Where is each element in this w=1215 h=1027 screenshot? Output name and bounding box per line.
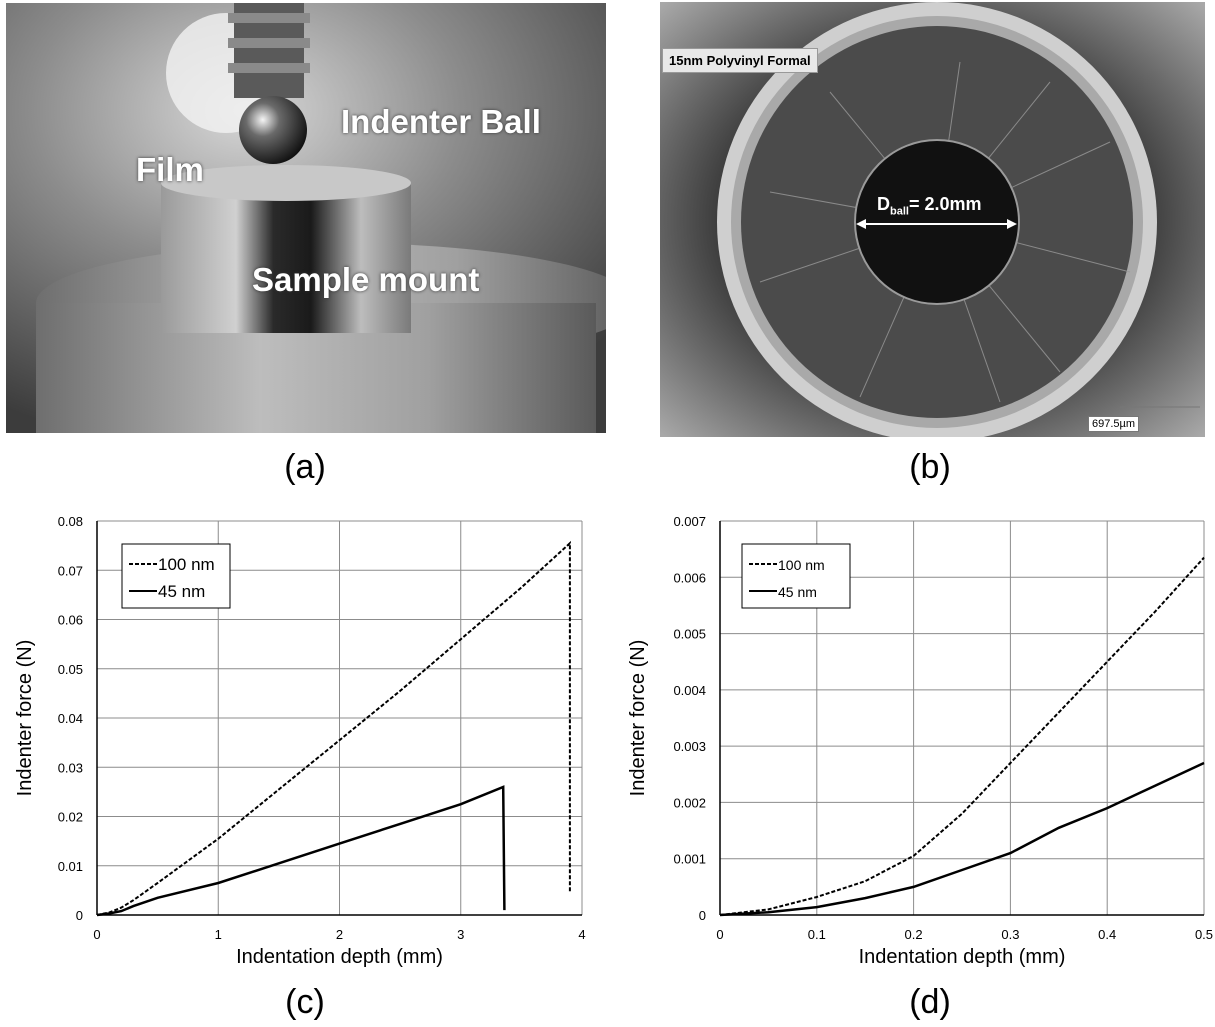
- chart-d-x-tick-2: 0.2: [905, 927, 923, 942]
- chart-d-x-axis-label: Indentation depth (mm): [859, 946, 1066, 968]
- chart-d: 0 0.1 0.2 0.3 0.4 0.5 0 0.001 0.002 0.003 0.004 0.0…: [627, 514, 1213, 968]
- chart-c-y-tick-4: 0.04: [58, 711, 83, 726]
- chart-c-x-tick-4: 4: [578, 927, 585, 942]
- caption-c: (c): [285, 983, 325, 1021]
- chart-d-legend-label-1: 45 nm: [778, 584, 817, 600]
- chart-c-x-tick-2: 2: [336, 927, 343, 942]
- chart-d-series-100-nm: [719, 556, 1205, 916]
- chart-c-legend-box: [121, 543, 231, 609]
- chart-d-legend: 100 nm 45 nm: [741, 543, 851, 609]
- chart-d-y-tick-2: 0.002: [673, 795, 706, 810]
- chart-d-y-axis-label: Indenter force (N): [627, 640, 649, 797]
- ball-diameter-label: Dball= 2.0mm: [877, 194, 982, 218]
- scale-bar-label: 697.5µm: [1088, 416, 1140, 432]
- chart-c-legend: 100 nm 45 nm: [121, 543, 231, 609]
- chart-c: 0 1 2 3 4 0 0.01 0.02 0.03 0.04 0.05 0.06 0.07 0.08 1…: [14, 514, 586, 968]
- indenter-ball-label: Indenter Ball: [341, 103, 541, 140]
- chart-c-y-tick-0: 0: [76, 908, 83, 923]
- film-micrograph-illustration: [660, 2, 1205, 437]
- chart-c-y-tick-3: 0.03: [58, 760, 83, 775]
- chart-d-series-45-nm: [719, 761, 1205, 917]
- chart-c-y-tick-2: 0.02: [58, 810, 83, 825]
- chart-d-y-tick-0: 0: [699, 908, 706, 923]
- chart-d-y-tick-4: 0.004: [673, 683, 706, 698]
- sample-tag: 15nm Polyvinyl Formal: [662, 48, 818, 73]
- chart-d-x-tick-4: 0.4: [1098, 927, 1116, 942]
- film-label: Film: [136, 151, 204, 188]
- chart-c-y-tick-5: 0.05: [58, 662, 83, 677]
- chart-c-series-100-nm: [96, 540, 571, 916]
- chart-c-y-tick-1: 0.01: [58, 859, 83, 874]
- indenter-setup-photo: Indenter Ball Film Sample mount: [6, 3, 606, 433]
- caption-a: (a): [284, 448, 326, 486]
- chart-c-x-tick-0: 0: [93, 927, 100, 942]
- chart-d-x-tick-5: 0.5: [1195, 927, 1213, 942]
- chart-c-y-tick-8: 0.08: [58, 514, 83, 529]
- chart-c-y-tick-7: 0.07: [58, 563, 83, 578]
- sample-mount-label: Sample mount: [252, 261, 480, 298]
- chart-d-y-tick-5: 0.005: [673, 627, 706, 642]
- chart-c-x-tick-1: 1: [215, 927, 222, 942]
- chart-c-x-axis-label: Indentation depth (mm): [236, 946, 443, 968]
- caption-d: (d): [909, 983, 951, 1021]
- chart-d-y-tick-7: 0.007: [673, 514, 706, 529]
- indenter-setup-illustration: [6, 3, 606, 433]
- chart-c-legend-label-0: 100 nm: [158, 555, 215, 574]
- chart-d-y-tick-6: 0.006: [673, 570, 706, 585]
- chart-c-legend-label-1: 45 nm: [158, 582, 205, 601]
- chart-d-y-tick-3: 0.003: [673, 739, 706, 754]
- micrograph: 15nm Polyvinyl Formal Dball= 2.0mm 697.5…: [660, 2, 1205, 437]
- chart-d-x-tick-3: 0.3: [1001, 927, 1019, 942]
- chart-d-legend-box: [741, 543, 851, 609]
- caption-b: (b): [909, 448, 951, 486]
- chart-c-y-axis-label: Indenter force (N): [14, 640, 36, 797]
- chart-d-y-tick-1: 0.001: [673, 852, 706, 867]
- chart-c-y-tick-6: 0.06: [58, 613, 83, 628]
- chart-d-x-tick-0: 0: [716, 927, 723, 942]
- chart-c-series-45-nm: [96, 785, 506, 917]
- chart-d-x-tick-1: 0.1: [808, 927, 826, 942]
- chart-d-legend-label-0: 100 nm: [778, 557, 825, 573]
- chart-c-x-tick-3: 3: [457, 927, 464, 942]
